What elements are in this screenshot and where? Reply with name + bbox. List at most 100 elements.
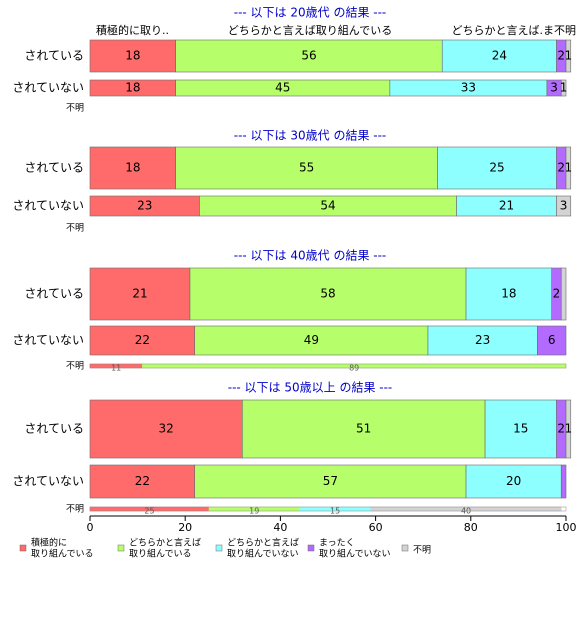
- panel-title: --- 以下は 20歳代 の結果 ---: [234, 6, 387, 20]
- bar-segment: [465, 267, 553, 321]
- bar-segment: [484, 399, 557, 459]
- x-tick-label: 60: [369, 521, 383, 534]
- bar-segment: [560, 79, 567, 97]
- bar-outline: [89, 506, 567, 512]
- legend-swatch: [401, 544, 409, 552]
- data-label: 1: [560, 81, 568, 95]
- row-label: されている: [24, 161, 84, 175]
- row-label: されていない: [12, 199, 84, 213]
- bar-segment: [242, 399, 486, 459]
- data-label: 49: [304, 333, 319, 347]
- data-label: 2: [553, 287, 561, 301]
- row-label: されていない: [12, 81, 84, 95]
- panel-title: --- 以下は 40歳代 の結果 ---: [234, 249, 387, 263]
- data-label: 23: [475, 333, 490, 347]
- row-label: されていない: [12, 333, 84, 347]
- legend-label: どちらかと言えば: [227, 537, 299, 549]
- bar-segment: [565, 39, 572, 73]
- legend-label: どちらかと言えば: [129, 537, 201, 549]
- bar-segment: [89, 325, 196, 356]
- data-label: 24: [492, 49, 507, 63]
- bar-segment: [565, 399, 572, 459]
- data-label: 20: [506, 474, 521, 488]
- row-label: 不明: [66, 223, 84, 234]
- bar-segment: [89, 267, 191, 321]
- legend-label: 不明: [413, 545, 431, 556]
- data-label: 51: [356, 422, 371, 436]
- bar-segment: [189, 267, 467, 321]
- data-label: 18: [125, 161, 140, 175]
- legend-label: まったく: [319, 538, 355, 549]
- data-label: 23: [137, 199, 152, 213]
- row-label: されている: [24, 49, 84, 63]
- x-tick-label: 0: [87, 521, 94, 534]
- data-label: 1: [565, 161, 573, 175]
- row-label: 不明: [66, 504, 84, 515]
- data-label: 18: [125, 81, 140, 95]
- data-label: 57: [323, 474, 338, 488]
- legend-swatch: [307, 544, 315, 552]
- bar-segment: [441, 39, 557, 73]
- bar-outline: [89, 363, 567, 369]
- data-label: 45: [275, 81, 290, 95]
- data-label: 56: [301, 49, 316, 63]
- bar-segment: [427, 325, 538, 356]
- bar-segment: [194, 325, 429, 356]
- column-header: 積極的に取り..: [96, 23, 169, 37]
- row-label: されている: [24, 287, 84, 301]
- row-label: 不明: [66, 103, 84, 114]
- bar-segment: [465, 464, 562, 499]
- column-header: どちらかと言えば.ま不明: [452, 24, 577, 37]
- data-label: 2: [557, 49, 565, 63]
- legend-label: 取り組んでいない: [319, 548, 391, 560]
- row-label: 不明: [66, 361, 84, 372]
- data-label: 18: [125, 49, 140, 63]
- legend-label: 取り組んでいる: [129, 548, 192, 560]
- data-label: 21: [499, 199, 514, 213]
- x-tick-label: 80: [464, 521, 478, 534]
- bar-segment: [89, 146, 176, 190]
- legend-label: 取り組んでいる: [31, 548, 94, 560]
- bar-segment: [89, 39, 176, 73]
- bar-segment: [89, 464, 196, 499]
- data-label: 18: [501, 287, 516, 301]
- data-label: 54: [320, 199, 335, 213]
- bar-segment: [556, 195, 572, 217]
- bar-segment: [89, 399, 243, 459]
- data-label: 3: [560, 199, 568, 213]
- bar-segment: [560, 464, 567, 499]
- bar-segment: [175, 39, 443, 73]
- bar-segment: [560, 267, 567, 321]
- legend-label: 積極的に: [31, 537, 67, 549]
- x-tick-label: 20: [178, 521, 192, 534]
- data-label: 22: [135, 474, 150, 488]
- data-label: 2: [557, 422, 565, 436]
- data-label: 1: [565, 422, 573, 436]
- legend-label: 取り組んでいない: [227, 548, 299, 560]
- data-label: 22: [135, 333, 150, 347]
- data-label: 32: [159, 422, 174, 436]
- data-label: 6: [548, 333, 556, 347]
- bar-segment: [175, 146, 438, 190]
- bar-segment: [537, 325, 567, 356]
- data-label: 21: [132, 287, 147, 301]
- data-label: 55: [299, 161, 314, 175]
- data-label: 25: [489, 161, 504, 175]
- panel-title: --- 以下は 30歳代 の結果 ---: [234, 129, 387, 143]
- x-tick-label: 100: [556, 521, 577, 534]
- legend-swatch: [117, 544, 125, 552]
- legend-swatch: [215, 544, 223, 552]
- legend-swatch: [19, 544, 27, 552]
- data-label: 33: [461, 81, 476, 95]
- data-label: 2: [557, 161, 565, 175]
- column-header: どちらかと言えば取り組んでいる: [228, 24, 392, 37]
- data-label: 58: [320, 287, 335, 301]
- data-label: 3: [550, 81, 558, 95]
- panel-title: --- 以下は 50歳以上 の結果 ---: [228, 381, 393, 395]
- row-label: されている: [24, 422, 84, 436]
- bar-segment: [194, 464, 467, 499]
- bar-segment: [565, 146, 572, 190]
- x-tick-label: 40: [273, 521, 287, 534]
- data-label: 1: [565, 49, 573, 63]
